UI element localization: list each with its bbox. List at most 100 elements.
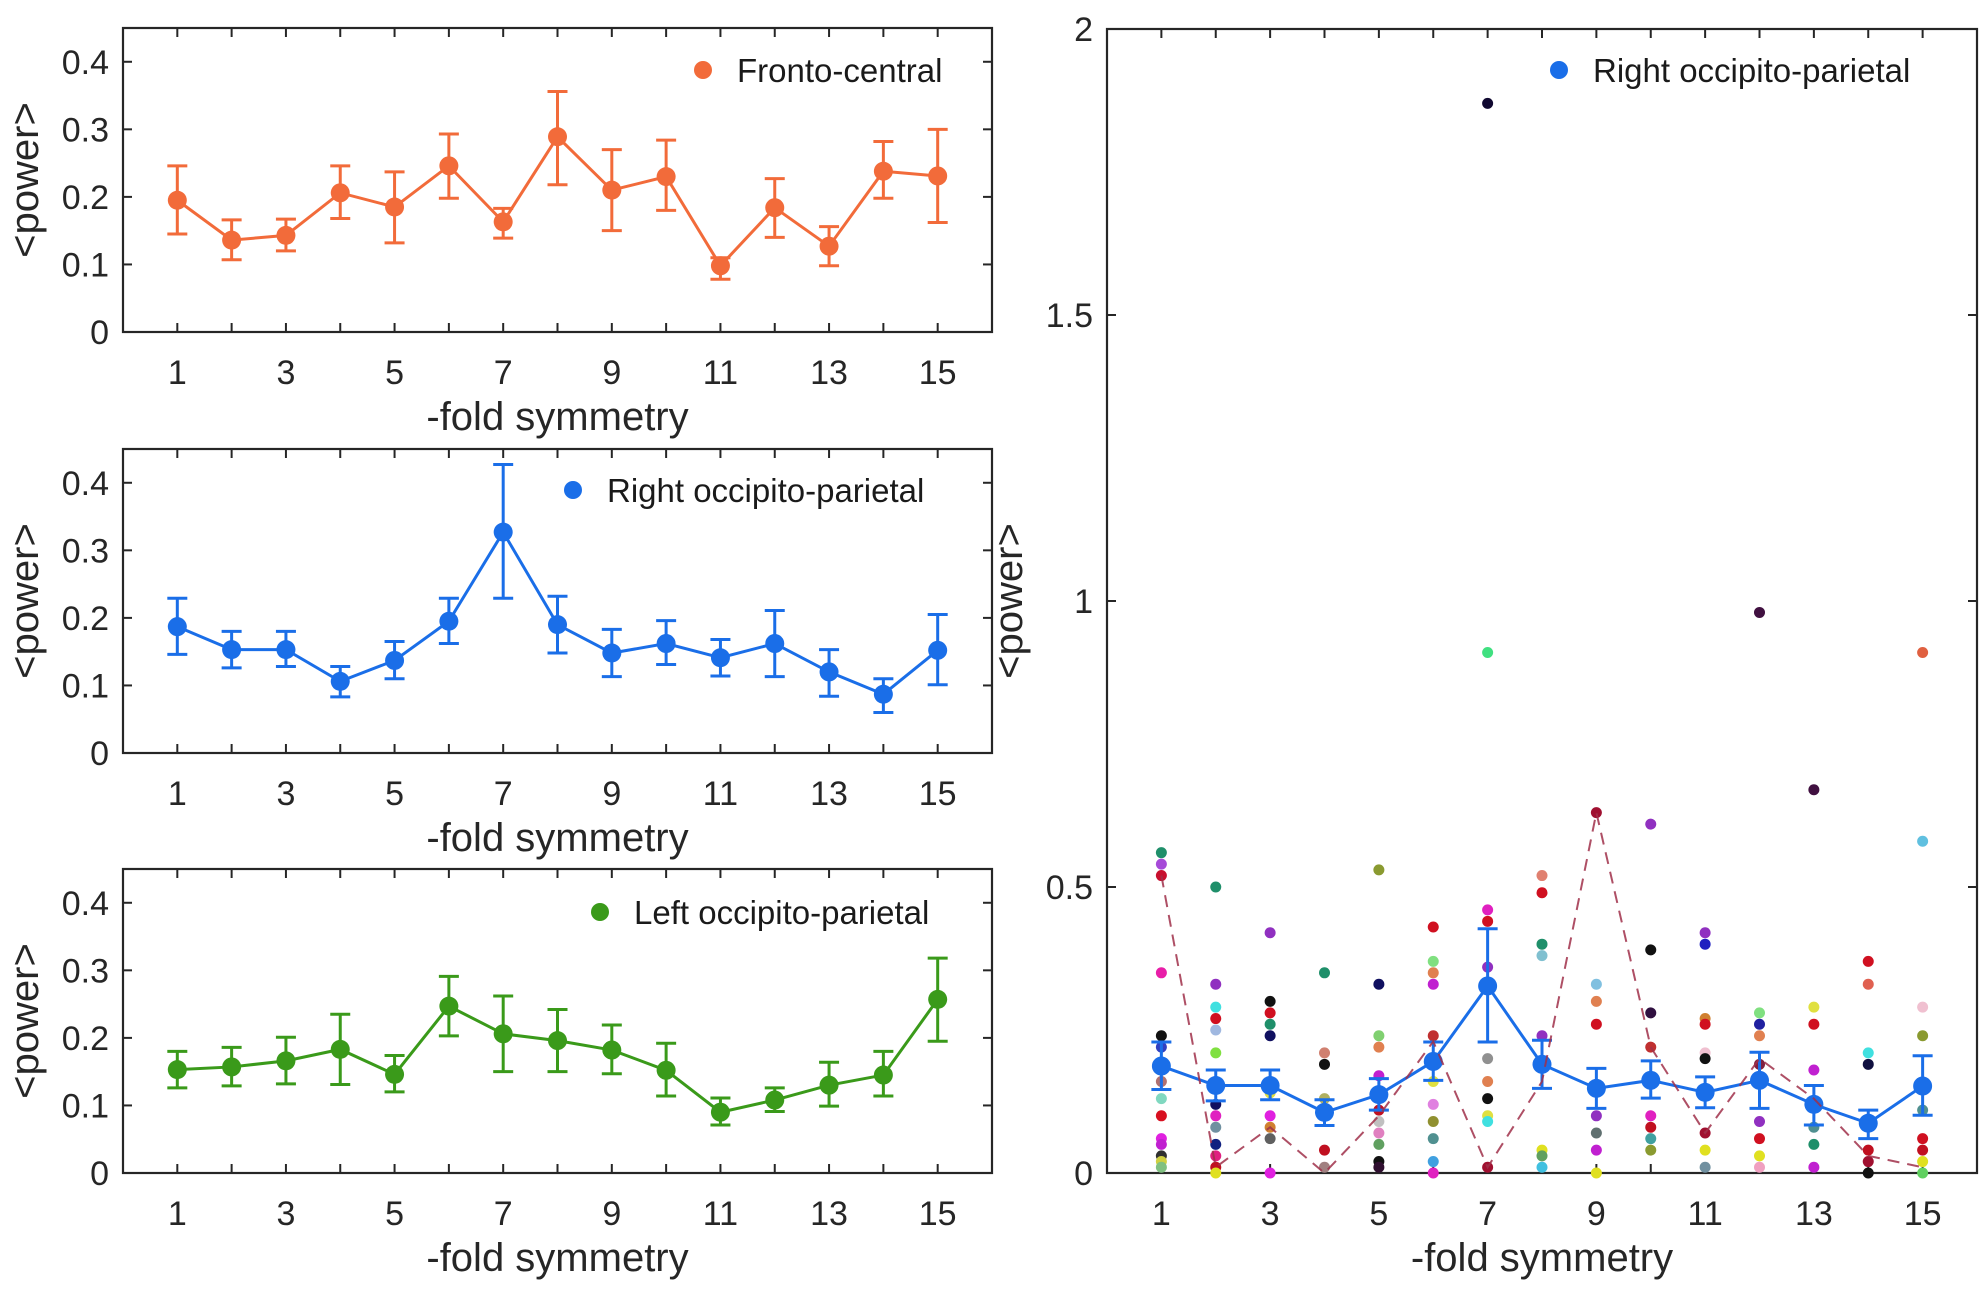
subject-point [1373, 1041, 1385, 1053]
data-point [928, 166, 948, 186]
subject-point [1427, 967, 1439, 979]
subject-point [1917, 1001, 1929, 1013]
data-point [493, 522, 513, 542]
y-tick-label: 0.4 [62, 44, 109, 82]
subject-point [1482, 915, 1494, 927]
data-point [873, 1065, 893, 1085]
y-tick-label: 0.1 [62, 246, 109, 284]
subject-point [1645, 1144, 1657, 1156]
legend: Left occipito-parietal [591, 894, 929, 931]
data-point [276, 640, 296, 660]
x-tick-label: 5 [1369, 1195, 1388, 1233]
data-point [1151, 1056, 1171, 1076]
data-point [222, 1057, 242, 1077]
y-tick-label: 0 [90, 735, 109, 773]
subject-point [1427, 1116, 1439, 1128]
subject-point [1373, 1030, 1385, 1042]
subject-point [1319, 967, 1330, 979]
y-tick-label: 0 [1074, 1155, 1093, 1193]
x-tick-label: 15 [919, 354, 957, 392]
data-point [439, 996, 459, 1016]
subject-point [1264, 1007, 1276, 1019]
subject-point [1482, 97, 1494, 109]
subject-point [1373, 1138, 1385, 1150]
subject-trace-line [1160, 812, 1923, 1175]
subject-point [1210, 881, 1222, 893]
subject-point [1482, 904, 1494, 916]
data-point [167, 617, 187, 637]
data-point [439, 611, 459, 631]
subject-point [1536, 870, 1548, 882]
data-point [330, 183, 350, 203]
subject-point [1319, 1161, 1330, 1173]
data-point [928, 640, 948, 660]
data-point [167, 190, 187, 210]
x-tick-label: 3 [1261, 1195, 1280, 1233]
x-axis-label: -fold symmetry [426, 816, 688, 860]
data-point [710, 256, 730, 276]
y-axis-label: <power> [987, 523, 1031, 679]
y-tick-label: 0.2 [62, 1020, 109, 1058]
subject-point [1155, 858, 1167, 870]
data-point [276, 225, 296, 245]
subject-point [1808, 1001, 1820, 1013]
data-point [1260, 1075, 1280, 1095]
y-tick-label: 1 [1074, 583, 1093, 621]
legend: Fronto-central [694, 52, 942, 89]
subject-point [1862, 1144, 1874, 1156]
subject-point [1754, 1133, 1765, 1145]
subject-point [1754, 1116, 1765, 1128]
data-point [1858, 1113, 1878, 1133]
x-tick-label: 5 [385, 1195, 404, 1233]
subject-point [1427, 1098, 1439, 1110]
subject-point [1590, 1110, 1602, 1122]
x-tick-label: 11 [703, 1195, 738, 1233]
subject-point [1155, 1030, 1167, 1042]
subject-point [1264, 1167, 1276, 1179]
subject-point [1373, 864, 1385, 876]
data-point [1641, 1070, 1661, 1090]
subject-point [1699, 927, 1711, 939]
subject-point [1699, 1053, 1711, 1065]
subject-point [1210, 1024, 1222, 1036]
x-tick-label: 11 [1687, 1195, 1722, 1233]
subject-point [1590, 978, 1602, 990]
data-point [1913, 1076, 1933, 1096]
data-point [167, 1060, 187, 1080]
subject-point [1210, 1121, 1222, 1133]
x-tick-label: 11 [703, 354, 738, 392]
subject-point [1427, 921, 1439, 933]
data-point [1586, 1078, 1606, 1098]
y-tick-label: 2 [1074, 11, 1093, 49]
y-tick-label: 0.2 [62, 600, 109, 638]
subject-point [1373, 1116, 1385, 1128]
data-point [548, 1031, 567, 1051]
subject-point [1482, 1093, 1494, 1105]
data-point [710, 648, 730, 668]
y-axis-label: <power> [3, 943, 47, 1099]
subject-point [1264, 1018, 1276, 1030]
data-point [493, 212, 513, 232]
y-tick-label: 0.1 [62, 667, 109, 705]
data-point [819, 1075, 839, 1095]
subject-point [1427, 1167, 1439, 1179]
legend-label: Right occipito-parietal [1593, 52, 1910, 89]
subject-point [1482, 1075, 1494, 1087]
subject-point [1699, 1161, 1711, 1173]
subject-point [1645, 1007, 1657, 1019]
subject-point [1210, 1047, 1222, 1059]
data-point [330, 671, 350, 691]
x-tick-label: 15 [1904, 1195, 1942, 1233]
subject-point [1319, 1144, 1330, 1156]
x-tick-label: 7 [494, 775, 513, 813]
data-point [819, 662, 839, 682]
data-point [656, 1060, 676, 1080]
x-tick-label: 3 [276, 1195, 295, 1233]
subject-point [1917, 1030, 1929, 1042]
y-tick-label: 1.5 [1046, 297, 1093, 335]
data-point [1532, 1054, 1552, 1074]
data-point [656, 167, 676, 187]
